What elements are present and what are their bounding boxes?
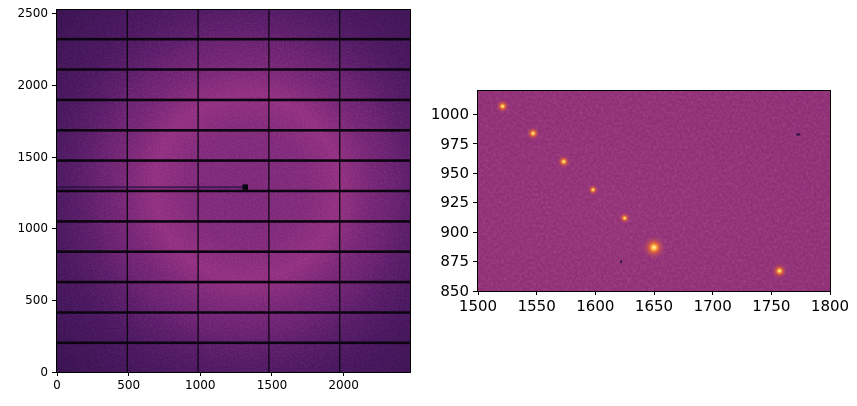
y-tick-label: 975 — [440, 134, 469, 153]
x-tick-label: 1750 — [752, 297, 791, 315]
left-axes-detector-image — [56, 9, 411, 373]
y-tick-mark — [473, 114, 477, 116]
x-tick-label: 1500 — [458, 297, 498, 315]
module-gap-lines — [57, 10, 410, 372]
y-tick-mark — [473, 202, 477, 204]
dead-pixel — [620, 260, 622, 264]
x-tick-mark — [712, 291, 714, 295]
y-tick-mark — [52, 299, 56, 301]
y-tick-label: 950 — [440, 164, 469, 183]
detector-image — [57, 10, 410, 372]
diffraction-peak — [557, 155, 571, 168]
beamstop — [242, 184, 248, 190]
y-tick-label: 2500 — [17, 6, 48, 21]
y-tick-label: 925 — [440, 193, 469, 212]
y-tick-mark — [52, 371, 56, 373]
x-tick-label: 1000 — [185, 378, 216, 392]
x-tick-label: 500 — [117, 378, 141, 392]
x-tick-mark — [199, 372, 201, 376]
y-tick-label: 850 — [440, 281, 469, 300]
dead-pixel — [796, 133, 801, 136]
y-tick-label: 0 — [40, 364, 48, 379]
detector-zoom-image — [478, 91, 830, 291]
x-tick-label: 1650 — [634, 297, 674, 315]
x-tick-mark — [536, 291, 538, 295]
y-tick-label: 1000 — [430, 105, 469, 124]
y-tick-mark — [473, 261, 477, 263]
x-tick-mark — [343, 372, 345, 376]
diffraction-peak — [526, 127, 540, 140]
y-tick-label: 2000 — [17, 78, 48, 93]
diffraction-peak — [642, 236, 666, 259]
diffraction-peak — [619, 212, 631, 224]
x-tick-mark — [477, 291, 479, 295]
diffraction-peaks — [496, 99, 787, 279]
x-tick-mark — [56, 372, 58, 376]
y-tick-label: 900 — [440, 222, 469, 241]
x-tick-mark — [594, 291, 596, 295]
x-tick-label: 1700 — [693, 297, 732, 315]
y-tick-mark — [52, 228, 56, 230]
diffraction-peak — [772, 263, 787, 279]
diffraction-peak — [587, 184, 599, 195]
x-tick-label: 1500 — [256, 378, 288, 392]
x-tick-label: 2000 — [328, 378, 359, 392]
y-tick-label: 1000 — [17, 221, 48, 236]
y-tick-mark — [473, 231, 477, 233]
y-tick-mark — [52, 13, 56, 15]
x-tick-label: 0 — [53, 378, 61, 392]
x-tick-mark — [770, 291, 772, 295]
x-tick-mark — [128, 372, 130, 376]
x-tick-mark — [829, 291, 831, 295]
y-tick-mark — [473, 172, 477, 174]
y-tick-label: 500 — [25, 292, 48, 307]
x-tick-mark — [653, 291, 655, 295]
right-axes-zoom-image — [477, 90, 831, 292]
y-tick-mark — [473, 143, 477, 145]
diffraction-peak — [496, 99, 509, 113]
x-tick-mark — [271, 372, 273, 376]
y-tick-mark — [52, 84, 56, 86]
y-tick-label: 875 — [440, 252, 469, 271]
x-tick-label: 1550 — [517, 297, 556, 315]
x-tick-label: 1600 — [576, 297, 615, 315]
y-tick-mark — [473, 290, 477, 292]
y-tick-label: 1500 — [17, 149, 48, 164]
x-tick-label: 1800 — [810, 297, 850, 315]
y-tick-mark — [52, 156, 56, 158]
